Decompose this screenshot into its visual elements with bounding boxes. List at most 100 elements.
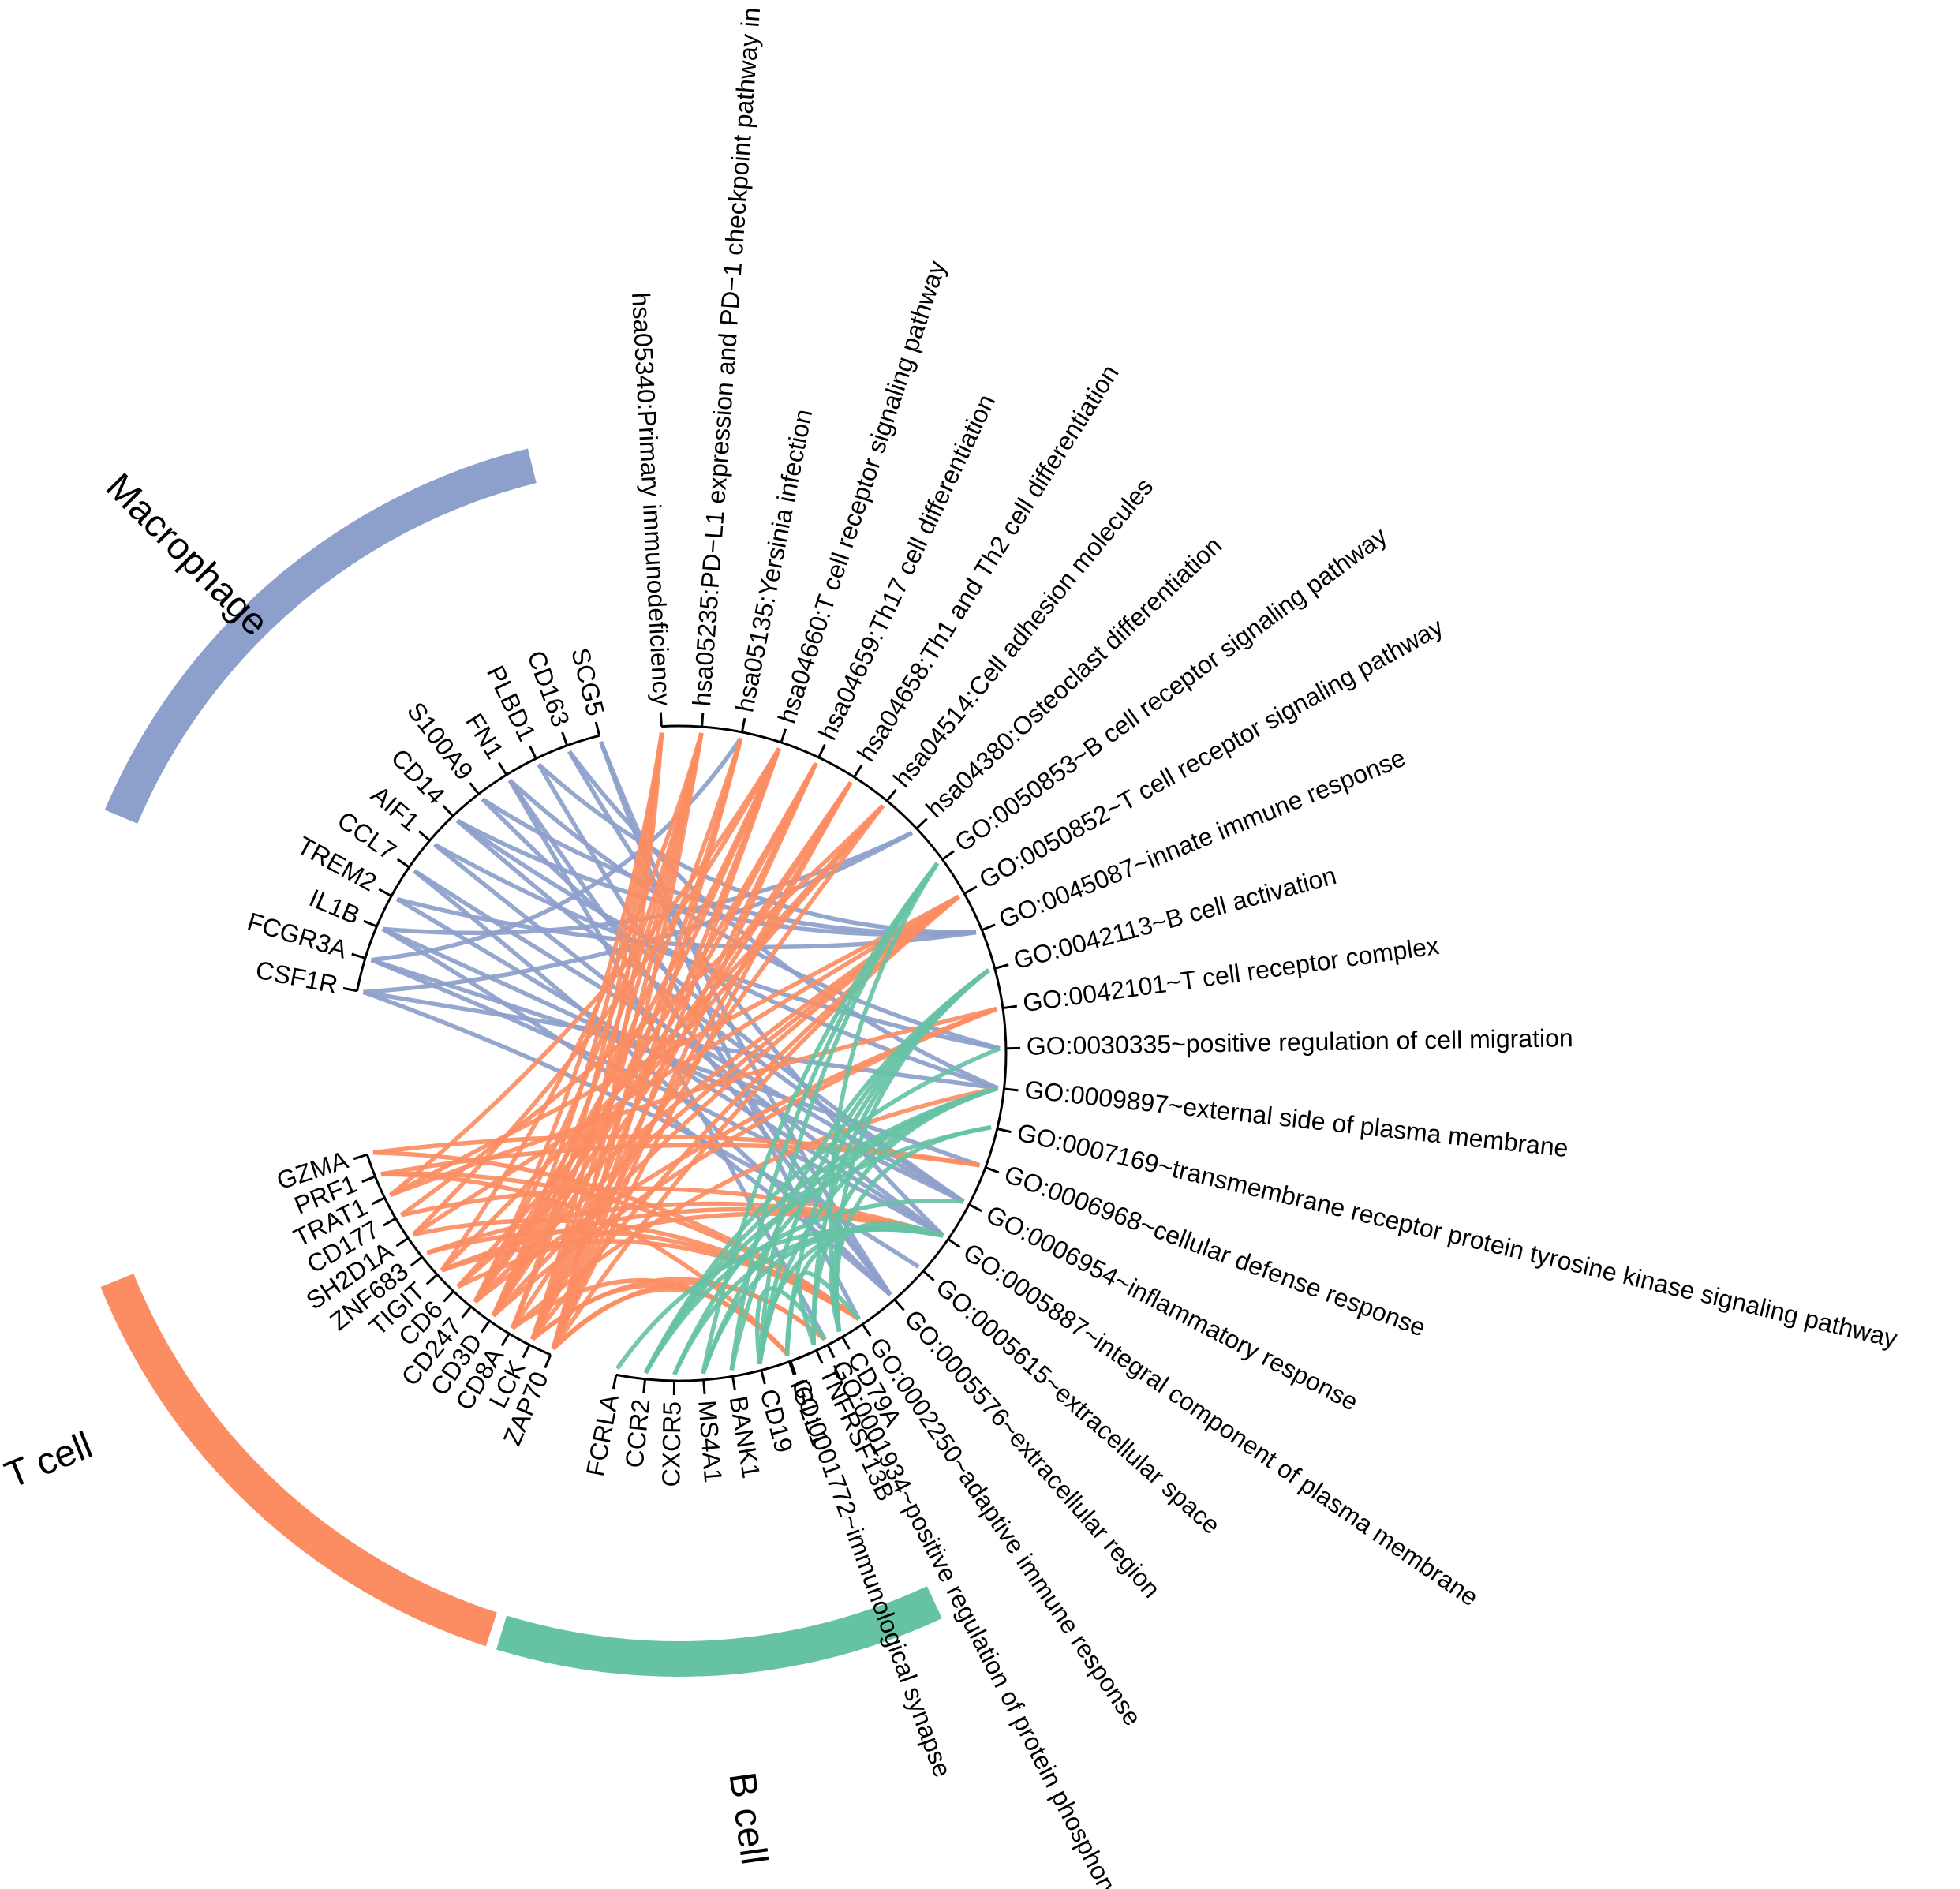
link-tnfrsf13b-term-14 — [811, 1086, 999, 1345]
group-label-b-cell: B cell — [720, 1770, 775, 1868]
tick-cd79a — [841, 1336, 851, 1350]
link-cd79a-term-15 — [834, 1124, 992, 1332]
link-tnfrsf13b-term-21 — [797, 1270, 861, 1346]
tick-term-9 — [963, 885, 978, 895]
tick-term-2 — [740, 717, 746, 733]
link-zap70-term-5 — [551, 781, 853, 1350]
link-zap70-term-4 — [551, 762, 818, 1350]
tick-term-0 — [659, 712, 663, 727]
link-ccr2-term-17 — [643, 1199, 964, 1375]
tick-term-17 — [968, 1203, 982, 1213]
tick-lck — [522, 1344, 531, 1359]
tick-cd14 — [442, 805, 454, 817]
link-zap70-term-9 — [551, 895, 960, 1351]
gene-label-scg5: SCG5 — [566, 645, 610, 719]
tick-cd3d — [480, 1320, 491, 1334]
tick-csf1r — [342, 986, 357, 993]
tick-cd247 — [461, 1306, 473, 1319]
tick-cd6 — [443, 1290, 454, 1303]
tick-cd8a — [500, 1333, 511, 1347]
link-zap70-term-2 — [551, 738, 743, 1350]
group-bands — [100, 448, 942, 1677]
link-cd177-term-6 — [399, 804, 885, 1218]
tick-trat1 — [371, 1196, 386, 1206]
tick-fcrla — [612, 1375, 618, 1390]
link-zap70-term-3 — [551, 747, 782, 1350]
tick-tigit — [425, 1274, 439, 1285]
axis-arc-t-cell — [365, 1154, 552, 1356]
tick-s100a9 — [469, 782, 480, 795]
link-cd19-term-8 — [757, 862, 940, 1364]
tick-igll1 — [787, 1361, 795, 1376]
link-cd3d-term-4 — [491, 761, 818, 1317]
tick-term-22 — [826, 1344, 836, 1359]
tick-cd177 — [383, 1217, 397, 1227]
tick-term-23 — [789, 1360, 797, 1375]
gene-label-ccr2: CCR2 — [620, 1398, 656, 1469]
link-zap70-term-0 — [551, 732, 664, 1350]
tick-cd19 — [760, 1370, 766, 1385]
link-fcgr3a-term-18 — [370, 958, 944, 1238]
tick-plbd1 — [529, 745, 537, 760]
tick-term-4 — [817, 744, 826, 758]
tick-term-20 — [893, 1298, 905, 1311]
tick-term-18 — [947, 1238, 961, 1248]
group-label-t-cell: T cell — [0, 1424, 98, 1497]
gene-label-il1b: IL1B — [305, 884, 365, 930]
tick-ms4a1 — [702, 1379, 706, 1394]
tick-aif1 — [417, 830, 431, 842]
tick-cd163 — [561, 731, 569, 746]
group-t-cell — [353, 1153, 552, 1369]
tick-tnfrsf13b — [815, 1349, 824, 1364]
tick-fn1 — [498, 761, 508, 776]
tick-scg5 — [594, 721, 601, 736]
tick-term-21 — [861, 1323, 872, 1337]
link-cd79a-term-18 — [829, 1221, 944, 1333]
tick-term-11 — [994, 963, 1009, 970]
tick-term-14 — [1004, 1087, 1019, 1092]
tick-fcgr3a — [351, 952, 366, 959]
band-t-cell — [100, 1274, 497, 1647]
tick-term-10 — [981, 923, 996, 932]
tick-term-15 — [997, 1128, 1012, 1134]
tick-ccr2 — [642, 1378, 647, 1393]
tick-prf1 — [361, 1175, 376, 1184]
tick-il1b — [363, 919, 378, 928]
band-b-cell — [496, 1586, 942, 1677]
gene-label-csf1r: CSF1R — [253, 956, 340, 999]
group-label-macrophage: Macrophage — [98, 466, 276, 644]
tick-term-7 — [915, 817, 928, 829]
band-macrophage — [104, 448, 537, 824]
tick-znf683 — [410, 1255, 423, 1267]
term-label-go: GO:0030335~positive regulation of cell m… — [1027, 1023, 1573, 1060]
gene-label-cxcr5: CXCR5 — [656, 1401, 686, 1487]
gene-label-fcrla: FCRLA — [581, 1391, 624, 1478]
tick-term-6 — [885, 789, 897, 802]
axis-arc-terms — [661, 724, 1008, 1363]
group-macrophage — [342, 721, 601, 993]
tick-term-12 — [1002, 1004, 1018, 1010]
tick-gzma — [353, 1153, 368, 1161]
axis-arc-macrophage — [356, 734, 600, 992]
link-fcgr3a-term-2 — [371, 737, 743, 963]
tick-bank1 — [731, 1376, 736, 1391]
axis-arc-b-cell — [615, 1336, 843, 1382]
tick-term-3 — [780, 728, 787, 743]
tick-term-16 — [985, 1166, 1000, 1174]
link-zap70-term-1 — [551, 732, 704, 1350]
tick-trem2 — [378, 888, 392, 897]
tick-sh2d1a — [395, 1236, 410, 1247]
term-label-hsa05340: hsa05340:Primary immunodeficiency — [627, 292, 676, 707]
tick-ccl7 — [396, 858, 410, 869]
link-cd177-term-18 — [400, 1186, 944, 1238]
tick-term-5 — [853, 764, 863, 778]
tick-term-8 — [941, 850, 955, 861]
tick-term-1 — [701, 712, 705, 728]
labels: CSF1RFCGR3AIL1BTREM2CCL7AIF1CD14S100A9FN… — [0, 0, 1900, 1889]
gene-label-ms4a1: MS4A1 — [693, 1399, 728, 1483]
axis-segments — [342, 712, 1020, 1395]
tick-term-19 — [922, 1270, 935, 1281]
group-terms — [659, 712, 1020, 1375]
tick-zap70 — [544, 1354, 552, 1369]
